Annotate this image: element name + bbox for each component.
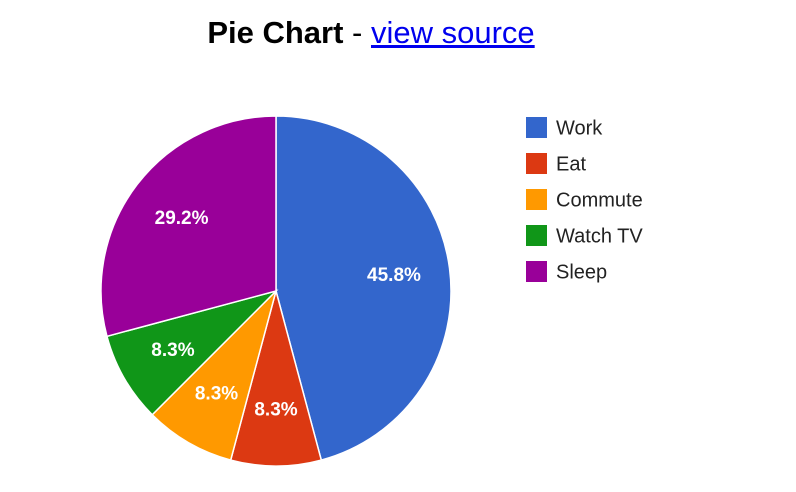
page-header: Pie Chart - view source	[0, 12, 742, 54]
legend-item-eat[interactable]: Eat	[526, 153, 586, 176]
slice-label-watch-tv: 8.3%	[151, 340, 194, 361]
legend-label-commute: Commute	[556, 190, 643, 212]
slice-label-eat: 8.3%	[254, 400, 297, 421]
slice-label-commute: 8.3%	[195, 384, 238, 405]
legend-label-eat: Eat	[556, 154, 586, 176]
legend-item-work[interactable]: Work	[526, 117, 603, 140]
slice-label-sleep: 29.2%	[155, 208, 209, 229]
chart-legend: Work Eat Commute Watch TV Sleep	[526, 117, 643, 284]
pie-slice-watch-tv[interactable]	[106, 289, 279, 416]
legend-label-work: Work	[556, 118, 603, 140]
legend-label-sleep: Sleep	[556, 262, 607, 284]
legend-item-watch-tv[interactable]: Watch TV	[526, 225, 643, 248]
pie-slice-labels: 45.8% 8.3% 8.3% 8.3% 29.2%	[151, 208, 421, 420]
legend-swatch-sleep	[526, 261, 547, 282]
legend-swatch-eat	[526, 153, 547, 174]
legend-swatch-watch-tv	[526, 225, 547, 246]
view-source-link[interactable]: view source	[370, 15, 535, 50]
pie-slices	[100, 115, 452, 467]
page-title: Pie Chart	[207, 15, 344, 50]
slice-label-work: 45.8%	[367, 265, 421, 286]
pie-slice-eat[interactable]	[229, 288, 323, 467]
legend-swatch-commute	[526, 189, 547, 210]
legend-label-watch-tv: Watch TV	[556, 226, 643, 248]
title-separator: -	[343, 15, 371, 50]
legend-item-sleep[interactable]: Sleep	[526, 261, 607, 284]
pie-slice-work[interactable]	[275, 115, 452, 461]
legend-item-commute[interactable]: Commute	[526, 189, 643, 212]
pie-slice-commute[interactable]	[151, 288, 278, 461]
legend-swatch-work	[526, 117, 547, 138]
pie-slice-sleep[interactable]	[100, 115, 277, 338]
